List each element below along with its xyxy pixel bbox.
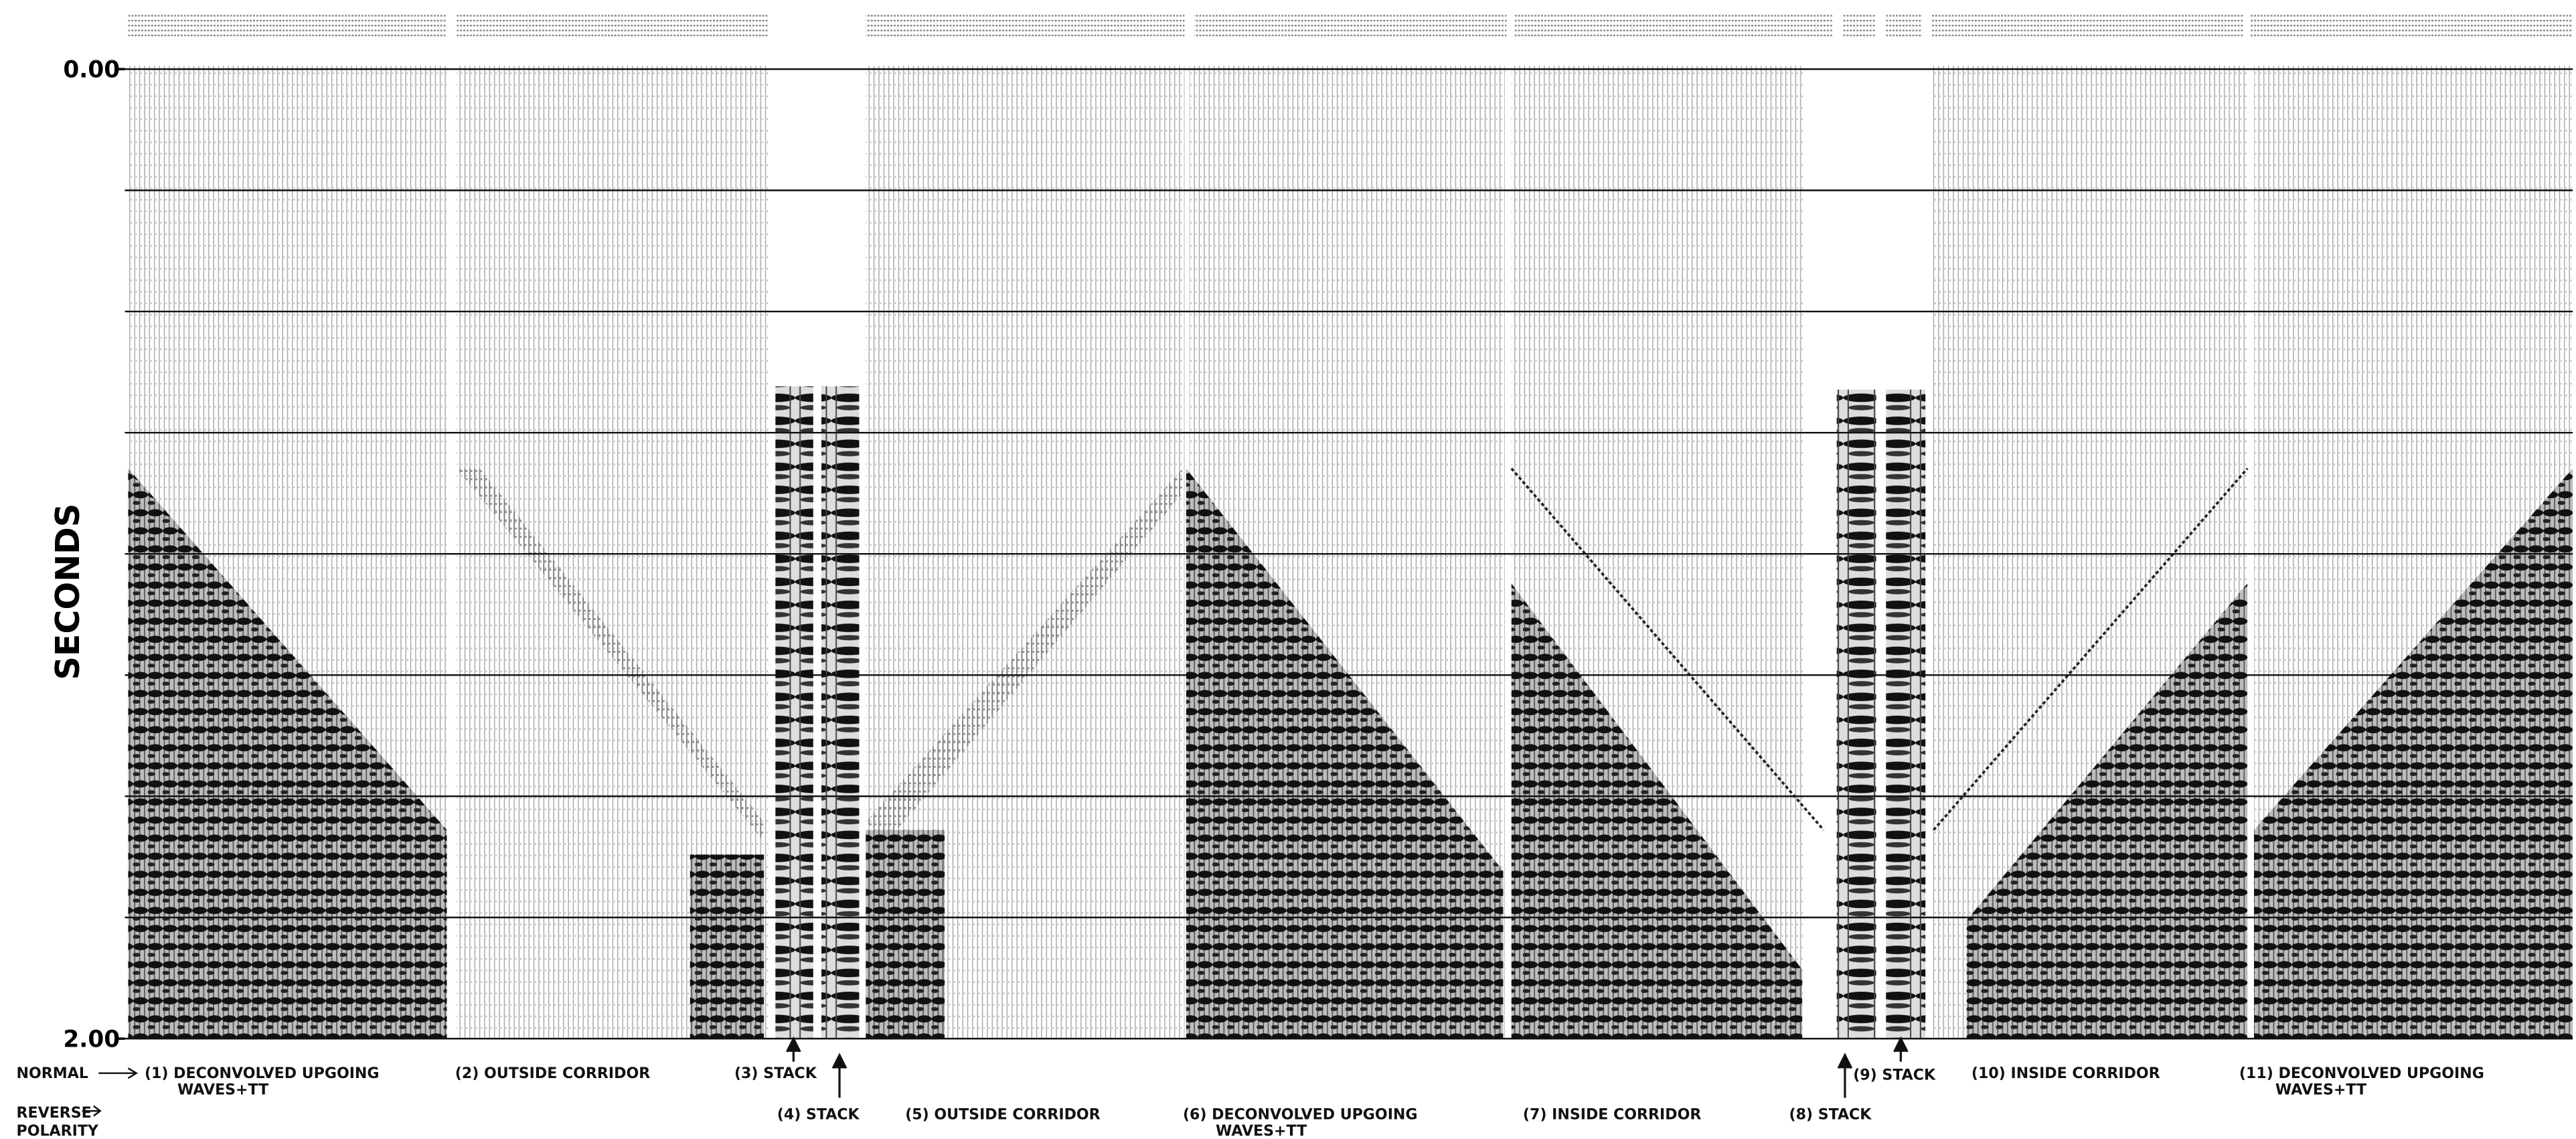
panel-label: (9) STACK xyxy=(1853,1067,1936,1083)
page: 0.00 2.00 SECONDS NORMAL REVERSE POLARITY… xyxy=(0,0,2576,1139)
panel-label: (3) STACK xyxy=(734,1065,817,1082)
panel-label: (4) STACK xyxy=(777,1106,860,1123)
y-tick-label: 0.00 xyxy=(63,57,120,84)
panel-label: WAVES+TT xyxy=(2275,1082,2366,1099)
seismic-figure: 0.00 2.00 SECONDS NORMAL REVERSE POLARITY… xyxy=(0,0,2576,1139)
arrow xyxy=(833,1055,846,1098)
panel-label: (6) DECONVOLVED UPGOING xyxy=(1183,1106,1418,1123)
panel-label: (8) STACK xyxy=(1789,1106,1872,1123)
arrow xyxy=(787,1039,801,1061)
headers xyxy=(128,13,2573,40)
panel-label: (7) INSIDE CORRIDOR xyxy=(1523,1106,1701,1123)
reverse-label: REVERSE xyxy=(17,1105,92,1122)
panel-label: (2) OUTSIDE CORRIDOR xyxy=(455,1065,650,1082)
panel-label: (10) INSIDE CORRIDOR xyxy=(1971,1065,2160,1082)
arrow xyxy=(98,1068,136,1078)
panel-label: (5) OUTSIDE CORRIDOR xyxy=(905,1106,1100,1123)
arrow xyxy=(1838,1055,1852,1098)
panel-label: (11) DECONVOLVED UPGOING xyxy=(2239,1065,2484,1082)
y-tick-label: 2.00 xyxy=(63,1026,120,1053)
panel-label: (1) DECONVOLVED UPGOING xyxy=(145,1065,380,1082)
axis-label: SECONDS xyxy=(48,504,87,680)
arrow xyxy=(1895,1039,1908,1061)
panel-label: WAVES+TT xyxy=(177,1082,268,1099)
reverse-label: POLARITY xyxy=(17,1123,99,1139)
panel-label: WAVES+TT xyxy=(1216,1123,1307,1139)
normal-label: NORMAL xyxy=(17,1065,88,1082)
bottom-labels: NORMAL REVERSE POLARITY (1) DECONVOLVED … xyxy=(17,1039,2484,1139)
